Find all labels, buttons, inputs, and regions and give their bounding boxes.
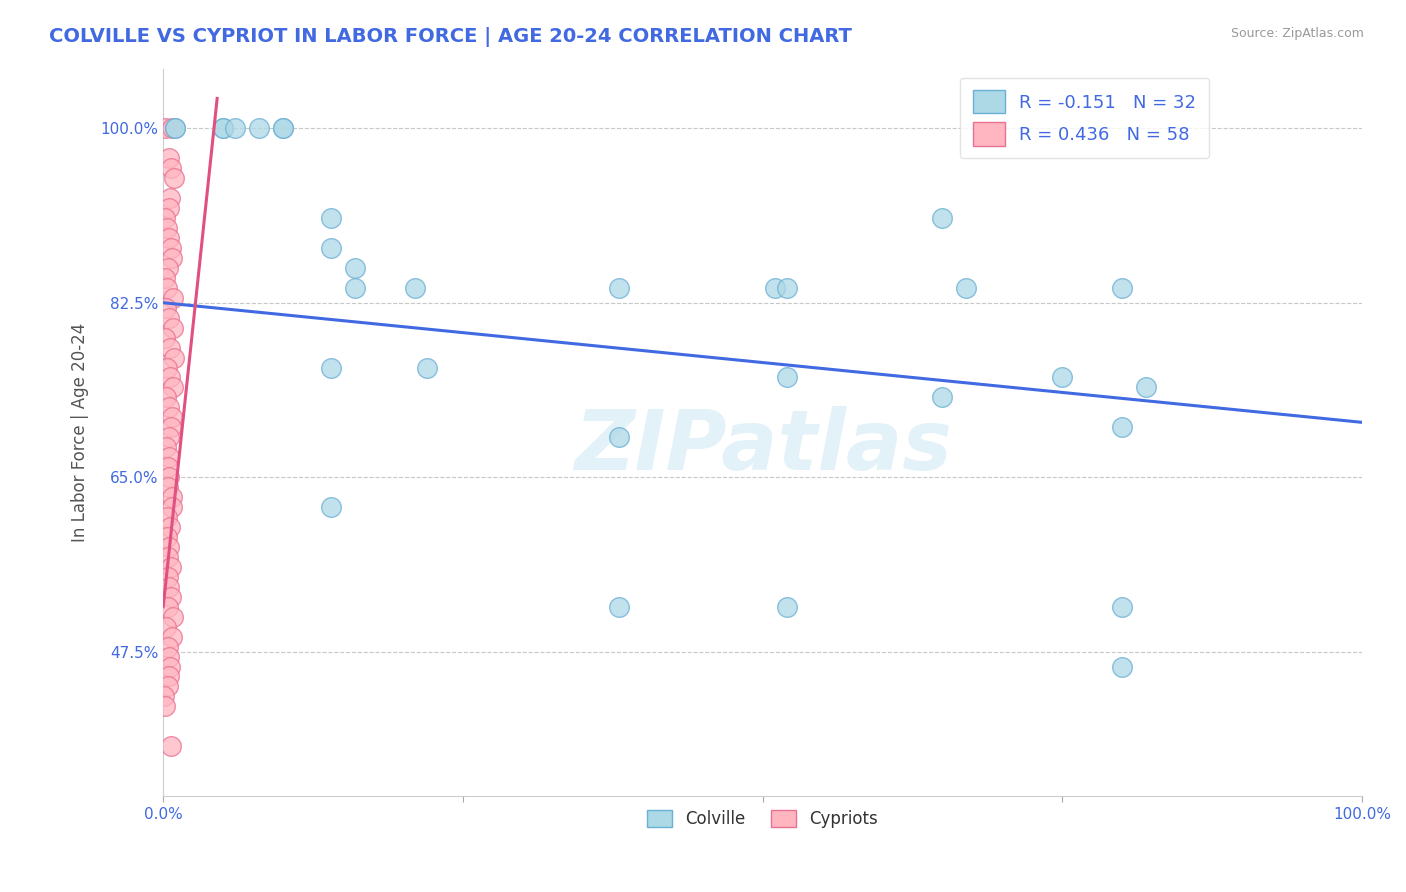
- Point: [153, 330, 176, 344]
- Point: [157, 231, 180, 245]
- Point: [162, 380, 184, 394]
- Point: [157, 640, 180, 654]
- Point: [931, 211, 953, 225]
- Point: [153, 690, 176, 704]
- Point: [157, 649, 180, 664]
- Point: [162, 291, 184, 305]
- Point: [404, 281, 426, 295]
- Point: [155, 699, 177, 714]
- Point: [159, 669, 181, 683]
- Point: [156, 460, 179, 475]
- Point: [319, 500, 342, 514]
- Point: [955, 281, 977, 295]
- Point: [931, 391, 953, 405]
- Point: [763, 281, 786, 295]
- Point: [160, 251, 183, 265]
- Point: [157, 430, 180, 444]
- Point: [416, 360, 439, 375]
- Point: [319, 211, 342, 225]
- Point: [159, 370, 181, 384]
- Point: [775, 599, 797, 614]
- Point: [271, 121, 294, 136]
- Point: [344, 281, 367, 295]
- Point: [155, 301, 177, 315]
- Point: [160, 161, 183, 176]
- Point: [157, 470, 180, 484]
- Point: [157, 540, 180, 554]
- Point: [156, 221, 179, 235]
- Point: [155, 620, 177, 634]
- Point: [1111, 281, 1133, 295]
- Point: [153, 211, 176, 225]
- Point: [159, 559, 181, 574]
- Point: [607, 281, 630, 295]
- Point: [159, 191, 181, 205]
- Point: [153, 270, 176, 285]
- Point: [157, 680, 180, 694]
- Point: [157, 310, 180, 325]
- Point: [155, 440, 177, 454]
- Point: [271, 121, 294, 136]
- Point: [157, 151, 180, 165]
- Point: [153, 121, 176, 136]
- Point: [156, 281, 179, 295]
- Point: [160, 241, 183, 255]
- Point: [159, 341, 181, 355]
- Text: Source: ZipAtlas.com: Source: ZipAtlas.com: [1230, 27, 1364, 40]
- Point: [157, 450, 180, 465]
- Point: [607, 430, 630, 444]
- Point: [775, 370, 797, 384]
- Point: [344, 260, 367, 275]
- Point: [224, 121, 246, 136]
- Point: [1111, 599, 1133, 614]
- Point: [1111, 659, 1133, 673]
- Text: COLVILLE VS CYPRIOT IN LABOR FORCE | AGE 20-24 CORRELATION CHART: COLVILLE VS CYPRIOT IN LABOR FORCE | AGE…: [49, 27, 852, 46]
- Point: [165, 121, 187, 136]
- Point: [163, 171, 186, 186]
- Point: [160, 739, 183, 754]
- Point: [157, 580, 180, 594]
- Point: [607, 599, 630, 614]
- Point: [160, 410, 183, 425]
- Point: [1052, 370, 1074, 384]
- Point: [156, 480, 179, 494]
- Point: [1135, 380, 1157, 394]
- Point: [156, 530, 179, 544]
- Point: [212, 121, 235, 136]
- Point: [1111, 420, 1133, 434]
- Point: [160, 500, 183, 514]
- Point: [157, 260, 180, 275]
- Point: [157, 201, 180, 215]
- Point: [162, 609, 184, 624]
- Point: [156, 570, 179, 584]
- Point: [212, 121, 235, 136]
- Point: [160, 630, 183, 644]
- Point: [247, 121, 270, 136]
- Point: [157, 599, 180, 614]
- Y-axis label: In Labor Force | Age 20-24: In Labor Force | Age 20-24: [72, 323, 89, 542]
- Point: [160, 590, 183, 604]
- Point: [156, 360, 179, 375]
- Point: [159, 401, 181, 415]
- Point: [775, 281, 797, 295]
- Text: ZIPatlas: ZIPatlas: [574, 407, 952, 487]
- Point: [165, 121, 187, 136]
- Point: [155, 391, 177, 405]
- Point: [156, 510, 179, 524]
- Point: [160, 121, 183, 136]
- Legend: Colville, Cypriots: Colville, Cypriots: [641, 804, 884, 835]
- Point: [319, 241, 342, 255]
- Point: [159, 520, 181, 534]
- Point: [162, 320, 184, 334]
- Point: [159, 420, 181, 434]
- Point: [162, 490, 184, 504]
- Point: [162, 351, 184, 365]
- Point: [156, 549, 179, 564]
- Point: [319, 360, 342, 375]
- Point: [159, 659, 181, 673]
